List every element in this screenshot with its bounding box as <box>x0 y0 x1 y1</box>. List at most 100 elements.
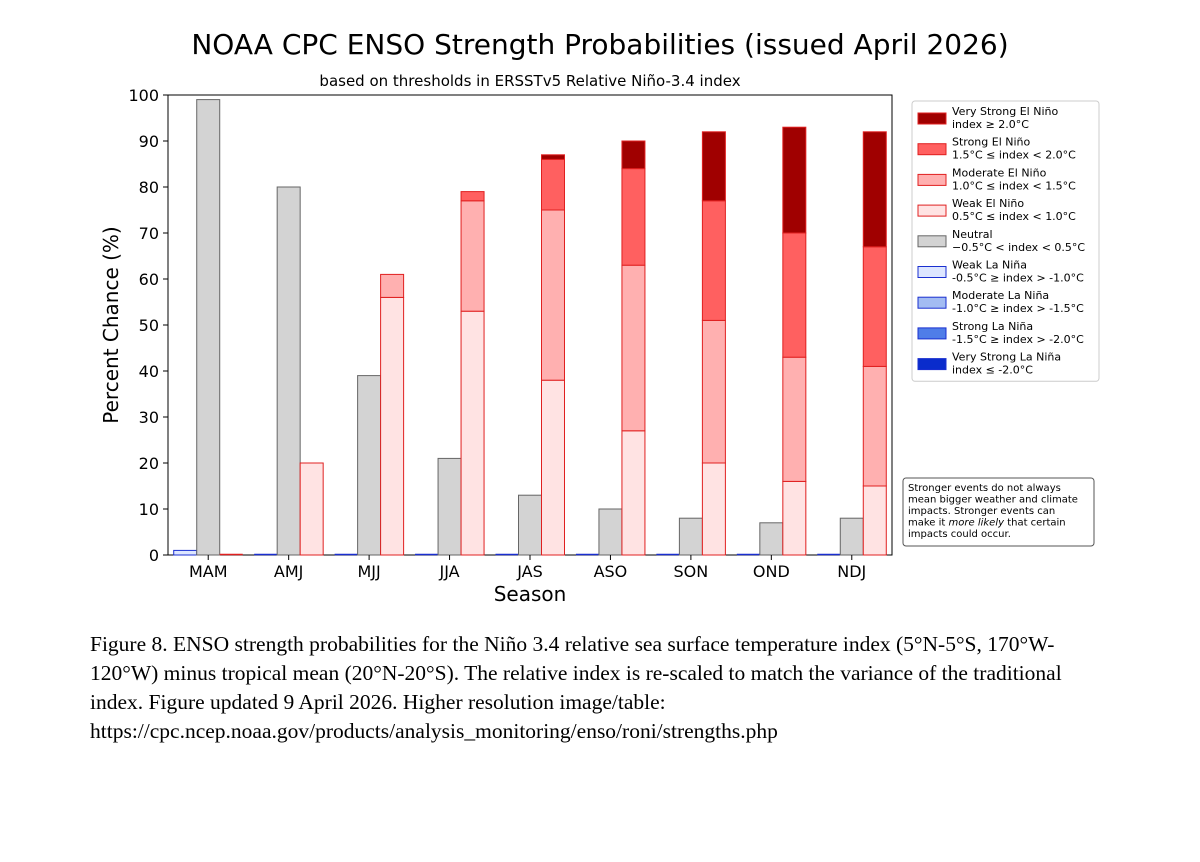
legend-swatch <box>917 358 947 371</box>
bar-el-nino <box>299 462 324 556</box>
bar-el-nino <box>701 319 726 464</box>
x-tick-label: SON <box>674 562 709 581</box>
legend-label: Weak La Niña <box>952 259 1027 272</box>
x-tick-label: AMJ <box>274 562 303 581</box>
enso-chart: NOAA CPC ENSO Strength Probabilities (is… <box>99 28 1100 606</box>
x-tick-label: OND <box>753 562 790 581</box>
legend-range: 0.5°C ≤ index < 1.0°C <box>952 210 1076 223</box>
bar-el-nino <box>460 200 485 312</box>
y-tick-label: 10 <box>139 500 159 519</box>
x-tick-label: MAM <box>189 562 228 581</box>
bar-neutral <box>357 375 382 556</box>
note-line: impacts. Stronger events can <box>908 506 1055 517</box>
bar-el-nino <box>862 365 887 487</box>
legend-label: Weak El Niño <box>952 197 1024 210</box>
bar-el-nino <box>862 131 887 248</box>
y-tick-label: 0 <box>149 546 159 565</box>
legend-label: Moderate El Niño <box>952 166 1047 179</box>
bar-neutral <box>678 517 703 556</box>
legend-swatch <box>917 296 947 309</box>
bar-neutral <box>196 99 221 556</box>
y-tick-label: 60 <box>139 270 159 289</box>
bar-el-nino <box>621 168 646 266</box>
legend-label: Very Strong El Niño <box>952 105 1058 118</box>
legend-range: -1.5°C ≥ index > -2.0°C <box>952 333 1084 346</box>
plot-area: 0 10 20 30 40 50 60 70 80 90 100 MAM AMJ MJJ JJA JAS ASO… <box>128 86 893 581</box>
legend-swatch <box>917 266 947 278</box>
bar-neutral <box>437 457 462 556</box>
legend-swatch <box>917 235 947 248</box>
x-tick-label: JAS <box>516 562 543 581</box>
y-tick-label: 30 <box>139 408 159 427</box>
legend-range: -0.5°C ≥ index > -1.0°C <box>952 272 1084 285</box>
legend-swatch <box>917 327 947 340</box>
x-tick-label: JJA <box>439 562 460 581</box>
bar-el-nino <box>621 430 646 556</box>
y-axis-label: Percent Chance (%) <box>99 226 123 423</box>
bar-el-nino <box>460 191 485 202</box>
legend-swatch <box>917 143 947 156</box>
bar-el-nino <box>380 273 405 298</box>
bar-el-nino <box>862 485 887 556</box>
bar-neutral <box>276 186 301 556</box>
legend-label: Very Strong La Niña <box>952 351 1061 364</box>
legend-swatch <box>917 112 947 125</box>
bar-la-nina <box>173 549 198 556</box>
x-tick-label: ASO <box>594 562 628 581</box>
bar-el-nino <box>782 356 807 482</box>
bar-el-nino <box>701 131 726 202</box>
legend-label: Moderate La Niña <box>952 289 1049 302</box>
bar-el-nino <box>460 310 485 556</box>
bar-el-nino <box>701 462 726 556</box>
x-axis-label: Season <box>494 582 567 606</box>
y-tick-label: 20 <box>139 454 159 473</box>
legend-range: -1.0°C ≥ index > -1.5°C <box>952 302 1084 315</box>
legend-swatch <box>917 204 947 217</box>
note-line: Stronger events do not always <box>908 483 1061 494</box>
impact-note-box <box>902 477 1095 547</box>
legend-range: 1.5°C ≤ index < 2.0°C <box>952 149 1076 162</box>
bar-el-nino <box>621 264 646 432</box>
y-tick-label: 90 <box>139 132 159 151</box>
bar-el-nino <box>541 154 565 160</box>
legend-label: Neutral <box>952 228 993 241</box>
chart-title: NOAA CPC ENSO Strength Probabilities (is… <box>191 28 1008 61</box>
chart-subtitle: based on thresholds in ERSSTv5 Relative … <box>319 72 740 90</box>
bar-el-nino <box>701 200 726 321</box>
bar-el-nino <box>541 379 565 556</box>
legend-swatch <box>917 173 947 186</box>
note-line: make it more likely that certain <box>908 518 1066 529</box>
legend-label: Strong La Niña <box>952 320 1033 333</box>
figure-caption: Figure 8. ENSO strength probabilities fo… <box>90 632 1062 743</box>
y-tick-label: 50 <box>139 316 159 335</box>
legend-range: 1.0°C ≤ index < 1.5°C <box>952 179 1076 192</box>
legend-range: index ≥ 2.0°C <box>952 118 1029 131</box>
note-line: impacts could occur. <box>908 529 1011 540</box>
legend-range: −0.5°C < index < 0.5°C <box>952 241 1085 254</box>
legend-box <box>911 100 1100 382</box>
y-tick-label: 100 <box>128 86 159 105</box>
bar-el-nino <box>380 296 405 556</box>
bar-el-nino <box>541 158 565 211</box>
bar-neutral <box>839 517 864 556</box>
bar-el-nino <box>782 232 807 358</box>
legend-label: Strong El Niño <box>952 136 1031 149</box>
bar-el-nino <box>621 140 646 170</box>
bar-el-nino <box>782 480 807 556</box>
bar-el-nino <box>541 209 565 381</box>
x-tick-label: MJJ <box>357 562 380 581</box>
bar-el-nino <box>862 246 887 367</box>
y-tick-label: 70 <box>139 224 159 243</box>
bar-neutral <box>598 508 623 556</box>
y-tick-label: 80 <box>139 178 159 197</box>
bar-el-nino <box>782 126 807 234</box>
x-tick-label: NDJ <box>837 562 866 581</box>
y-tick-label: 40 <box>139 362 159 381</box>
legend-range: index ≤ -2.0°C <box>952 364 1033 377</box>
bar-neutral <box>518 494 542 556</box>
bar-neutral <box>759 522 784 556</box>
note-line: mean bigger weather and climate <box>908 495 1078 506</box>
